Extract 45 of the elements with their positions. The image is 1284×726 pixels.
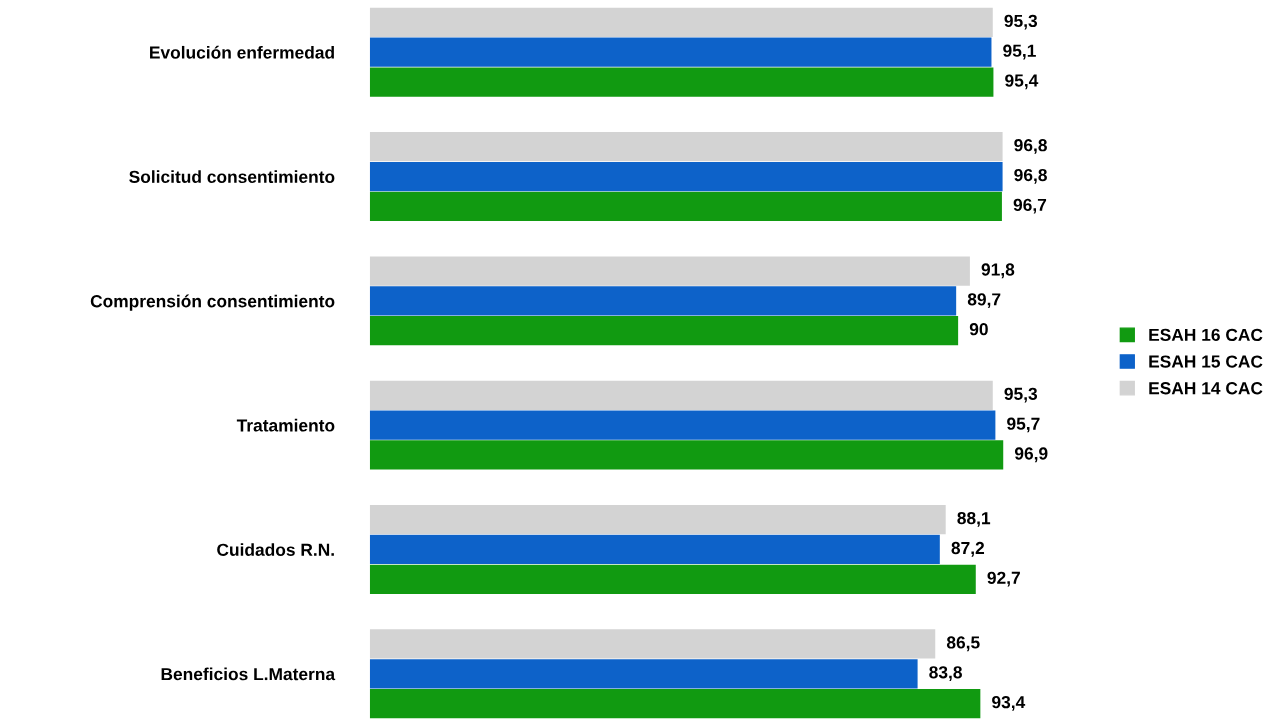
bar: [369, 534, 940, 565]
y-tick-label: Tratamiento: [236, 418, 335, 432]
bar: [369, 161, 1003, 192]
y-tick-label: Evolución enfermedad: [150, 45, 334, 59]
bar: [369, 380, 993, 410]
bar: [369, 629, 936, 659]
data-label: 87,2: [951, 541, 985, 557]
bar: [369, 7, 993, 37]
data-label: 93,4: [992, 695, 1026, 711]
data-label: 95,3: [1004, 387, 1038, 403]
bar: [369, 286, 957, 316]
data-label: 86,5: [946, 636, 980, 652]
bar: [369, 505, 946, 535]
bar: [369, 316, 959, 346]
legend-label: ESAH 16 CAC: [1149, 328, 1263, 342]
y-tick-label: Beneficios L.Materna: [161, 667, 336, 681]
data-label: 89,7: [967, 293, 1001, 309]
data-label: 96,8: [1014, 139, 1047, 154]
data-label: 95,1: [1003, 44, 1036, 60]
data-label: 92,7: [987, 571, 1020, 587]
data-label: 96,8: [1014, 168, 1047, 184]
data-label: 95,7: [1007, 417, 1040, 433]
bar: [369, 37, 992, 67]
y-tick-label: Cuidados R.N.: [217, 543, 334, 556]
data-label: 90: [969, 323, 988, 336]
bar: [369, 67, 994, 97]
data-label: 96,7: [1013, 198, 1047, 214]
data-label: 95,4: [1005, 74, 1039, 90]
legend-label: ESAH 14 CAC: [1149, 382, 1263, 395]
bar: [369, 689, 981, 719]
data-label: 91,8: [981, 263, 1015, 279]
data-label: 95,3: [1004, 14, 1038, 30]
data-label: 83,8: [929, 666, 962, 681]
data-label: 96,9: [1014, 447, 1048, 463]
bar: [369, 191, 1002, 221]
bar: [369, 440, 1004, 470]
y-tick-label: Solicitud consentimiento: [129, 170, 335, 183]
bar: [369, 564, 976, 594]
bar: [369, 659, 918, 689]
bar: [369, 132, 1003, 162]
y-tick-label: Comprensión consentimiento: [90, 294, 335, 311]
bar: [369, 410, 996, 440]
bar: [369, 256, 970, 286]
data-label: 88,1: [957, 512, 991, 527]
legend-label: ESAH 15 CAC: [1149, 355, 1263, 368]
